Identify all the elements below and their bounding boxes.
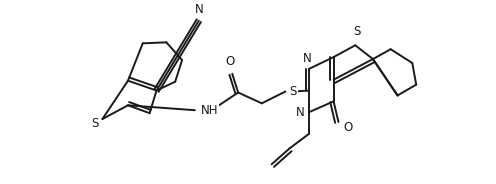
Text: O: O (343, 121, 353, 135)
Text: N: N (296, 106, 305, 119)
Text: O: O (226, 55, 235, 68)
Text: S: S (289, 85, 297, 98)
Text: S: S (354, 25, 361, 38)
Text: NH: NH (201, 104, 218, 117)
Text: S: S (91, 116, 99, 130)
Text: N: N (194, 3, 203, 16)
Text: N: N (303, 52, 311, 65)
